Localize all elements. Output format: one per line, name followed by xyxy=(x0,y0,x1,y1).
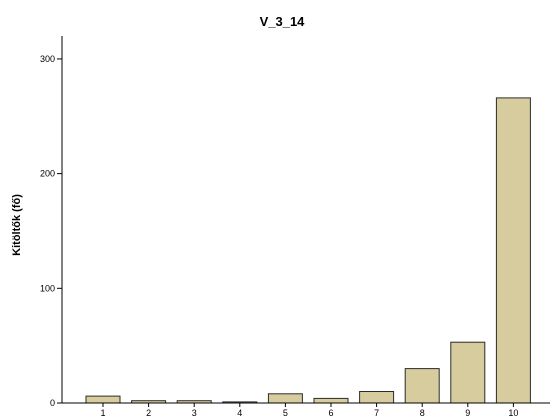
x-tick-label-10: 10 xyxy=(508,408,518,418)
y-ticks-group: 0 100 200 300 xyxy=(40,54,62,408)
bar-8 xyxy=(404,368,440,404)
x-tick-label-3: 3 xyxy=(192,408,197,418)
x-tick-label-2: 2 xyxy=(146,408,151,418)
x-tick-label-6: 6 xyxy=(328,408,333,418)
bar-1 xyxy=(85,395,121,404)
x-tick-label-5: 5 xyxy=(283,408,288,418)
bars-group xyxy=(85,97,531,404)
bar-5 xyxy=(267,393,303,404)
x-tick-label-7: 7 xyxy=(374,408,379,418)
bar-10 xyxy=(495,97,531,404)
x-tick-label-1: 1 xyxy=(100,408,105,418)
y-tick-label-200: 200 xyxy=(40,169,55,179)
chart-title: V_3_14 xyxy=(260,14,306,29)
y-tick-label-300: 300 xyxy=(40,54,55,64)
x-tick-label-9: 9 xyxy=(465,408,470,418)
y-tick-label-0: 0 xyxy=(50,398,55,408)
bar-9 xyxy=(450,341,486,404)
x-ticks-group: 1 2 3 4 5 6 7 8 9 10 xyxy=(100,403,518,418)
x-tick-label-8: 8 xyxy=(420,408,425,418)
x-tick-label-4: 4 xyxy=(237,408,242,418)
bar-6 xyxy=(313,397,349,404)
y-tick-label-100: 100 xyxy=(40,283,55,293)
bar-7 xyxy=(359,391,395,404)
y-axis-label: Kitöltők (fő) xyxy=(11,194,23,256)
